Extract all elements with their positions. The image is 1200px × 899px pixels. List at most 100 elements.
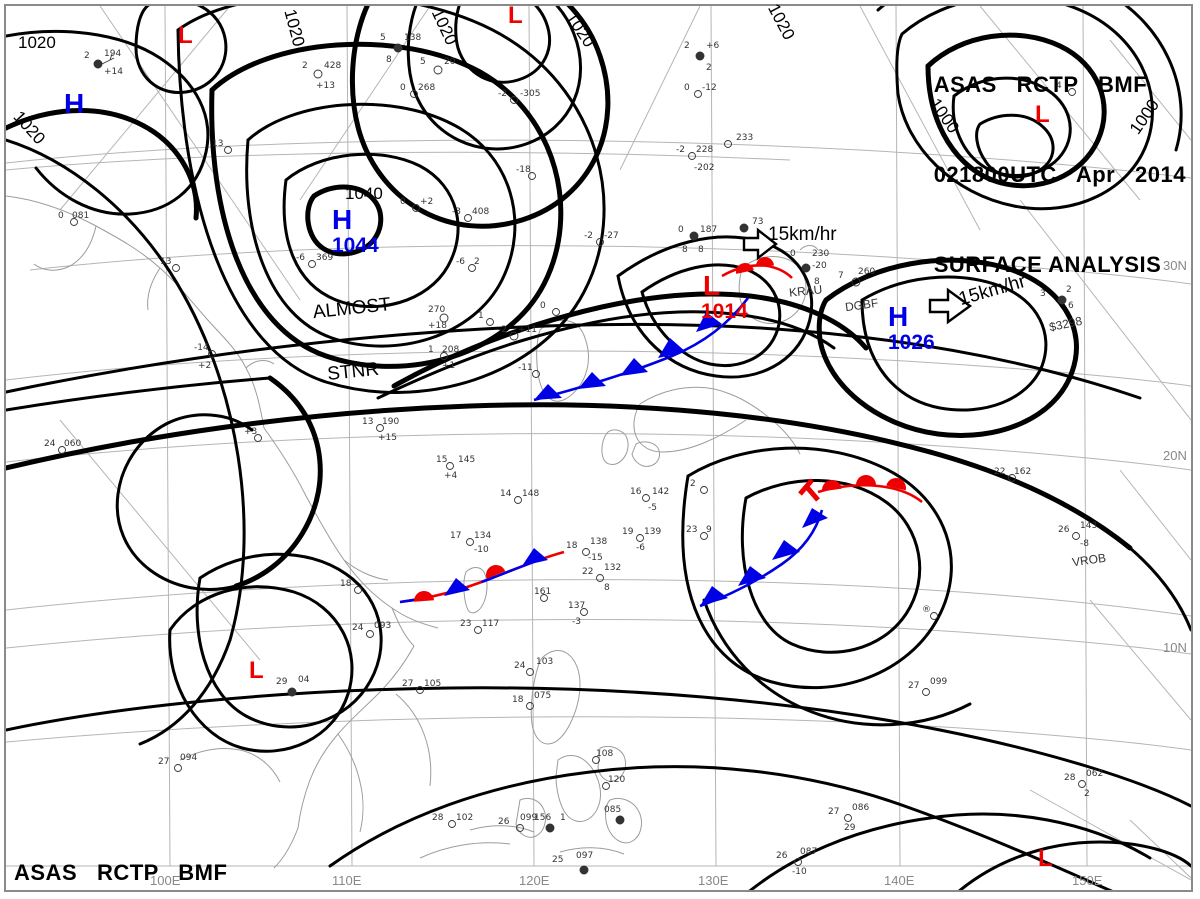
svg-text:138: 138 — [404, 33, 421, 43]
svg-text:228: 228 — [696, 145, 713, 155]
title-line-product: ASAS RCTP BMF — [933, 72, 1148, 97]
svg-text:29: 29 — [276, 677, 288, 687]
low-value-1014: 1014 — [701, 300, 748, 323]
stnr-line2: STNR — [326, 358, 381, 386]
cold-front-pacific — [699, 508, 828, 608]
svg-text:3: 3 — [1040, 289, 1046, 299]
svg-text:268: 268 — [418, 83, 435, 93]
svg-text:-5: -5 — [648, 503, 657, 513]
title-block-top-right: ASAS RCTP BMF 021800UTC Apr 2014 SURFACE… — [934, 10, 1186, 340]
svg-text:5: 5 — [380, 33, 386, 43]
svg-text:-20: -20 — [812, 261, 827, 271]
svg-text:139: 139 — [644, 527, 661, 537]
svg-text:4: 4 — [1056, 81, 1062, 91]
svg-text:233: 233 — [736, 133, 753, 143]
svg-text:®: ® — [922, 605, 931, 615]
svg-text:093: 093 — [374, 621, 391, 631]
svg-text:-3: -3 — [452, 207, 461, 217]
high-symbol-northwest: H — [64, 88, 85, 119]
svg-text:099: 099 — [520, 813, 537, 823]
svg-text:161: 161 — [534, 587, 551, 597]
svg-text:060: 060 — [64, 439, 81, 449]
svg-text:2: 2 — [706, 63, 712, 73]
low-center-philippines: L — [249, 659, 264, 683]
cold-front-japan — [533, 297, 750, 402]
svg-text:-10: -10 — [792, 867, 807, 877]
svg-text:1: 1 — [560, 813, 566, 823]
lon-label-110e: 110E — [332, 873, 362, 888]
svg-text:138: 138 — [590, 537, 607, 547]
stationary-front-taiwan — [399, 548, 565, 604]
svg-text:27: 27 — [908, 681, 919, 691]
svg-text:142: 142 — [652, 487, 669, 497]
low-center-north: L — [508, 4, 523, 28]
svg-text:0: 0 — [400, 197, 406, 207]
motion-arrow-high — [928, 287, 973, 325]
svg-text:23: 23 — [686, 525, 697, 535]
svg-text:-2: -2 — [498, 89, 507, 99]
high-symbol-1026: H — [888, 301, 909, 332]
svg-text:+14: +14 — [104, 67, 123, 77]
lat-label-10n: 10N — [1163, 640, 1187, 655]
low-center-northeast: L — [1035, 103, 1050, 127]
low-symbol-philippines: L — [249, 657, 264, 684]
svg-text:132: 132 — [604, 563, 621, 573]
svg-text:+11: +11 — [518, 325, 537, 335]
svg-text:145: 145 — [458, 455, 475, 465]
svg-text:+1: +1 — [442, 361, 455, 371]
low-symbol-southeast: L — [1038, 845, 1053, 872]
svg-text:187: 187 — [700, 225, 717, 235]
svg-text:2: 2 — [302, 61, 308, 71]
lon-label-150e: 150E — [1072, 873, 1103, 888]
svg-text:105: 105 — [424, 679, 441, 689]
svg-text:-3: -3 — [572, 617, 581, 627]
high-value-1026: 1026 — [888, 331, 935, 354]
svg-text:+6: +6 — [706, 41, 720, 51]
title-line-time: 021800UTC Apr 2014 — [933, 162, 1186, 187]
svg-text:208: 208 — [442, 345, 459, 355]
svg-text:+2: +2 — [420, 197, 433, 207]
svg-text:+4: +4 — [444, 471, 458, 481]
svg-text:16: 16 — [630, 487, 642, 497]
svg-text:27: 27 — [828, 807, 839, 817]
svg-text:102: 102 — [456, 813, 473, 823]
svg-text:081: 081 — [72, 211, 89, 221]
svg-text:5: 5 — [420, 57, 426, 67]
svg-text:428: 428 — [324, 61, 341, 71]
high-center-1026: H 1026 — [888, 301, 935, 354]
svg-text:120: 120 — [608, 775, 625, 785]
motion-arrow-low — [742, 227, 778, 261]
svg-text:094: 094 — [180, 753, 197, 763]
svg-text:-14: -14 — [194, 343, 209, 353]
svg-text:-10: -10 — [474, 545, 489, 555]
title-line-type: SURFACE ANALYSIS — [933, 252, 1162, 277]
svg-text:8: 8 — [698, 245, 704, 255]
title-block-bottom-left: ASAS RCTP BMF 021800UTC Apr 2014 SURFACE… — [14, 798, 266, 899]
svg-text:075: 075 — [534, 691, 551, 701]
svg-text:156: 156 — [534, 813, 551, 823]
svg-text:20: 20 — [444, 57, 456, 67]
warm-front-pacific — [798, 475, 923, 504]
svg-text:24: 24 — [44, 439, 56, 449]
svg-text:1: 1 — [478, 311, 484, 321]
svg-text:19: 19 — [622, 527, 634, 537]
svg-text:134: 134 — [474, 531, 491, 541]
svg-text:-2: -2 — [584, 231, 593, 241]
isobar-label-1020-a: 1020 — [18, 33, 56, 52]
svg-text:0: 0 — [540, 301, 546, 311]
svg-text:+18: +18 — [428, 321, 447, 331]
svg-text:04: 04 — [298, 675, 310, 685]
svg-text:+3: +3 — [244, 427, 257, 437]
svg-text:369: 369 — [316, 253, 333, 263]
svg-text:137: 137 — [568, 601, 585, 611]
svg-text:9: 9 — [706, 525, 712, 535]
svg-text:27: 27 — [402, 679, 413, 689]
svg-text:25: 25 — [552, 855, 563, 865]
svg-text:22: 22 — [582, 567, 593, 577]
svg-text:-15: -15 — [588, 553, 603, 563]
high-center-1044: H 1044 — [332, 206, 379, 257]
svg-text:15: 15 — [436, 455, 447, 465]
svg-text:0: 0 — [790, 249, 796, 259]
lat-label-30n: 30N — [1163, 258, 1187, 273]
svg-text:0: 0 — [678, 225, 684, 235]
